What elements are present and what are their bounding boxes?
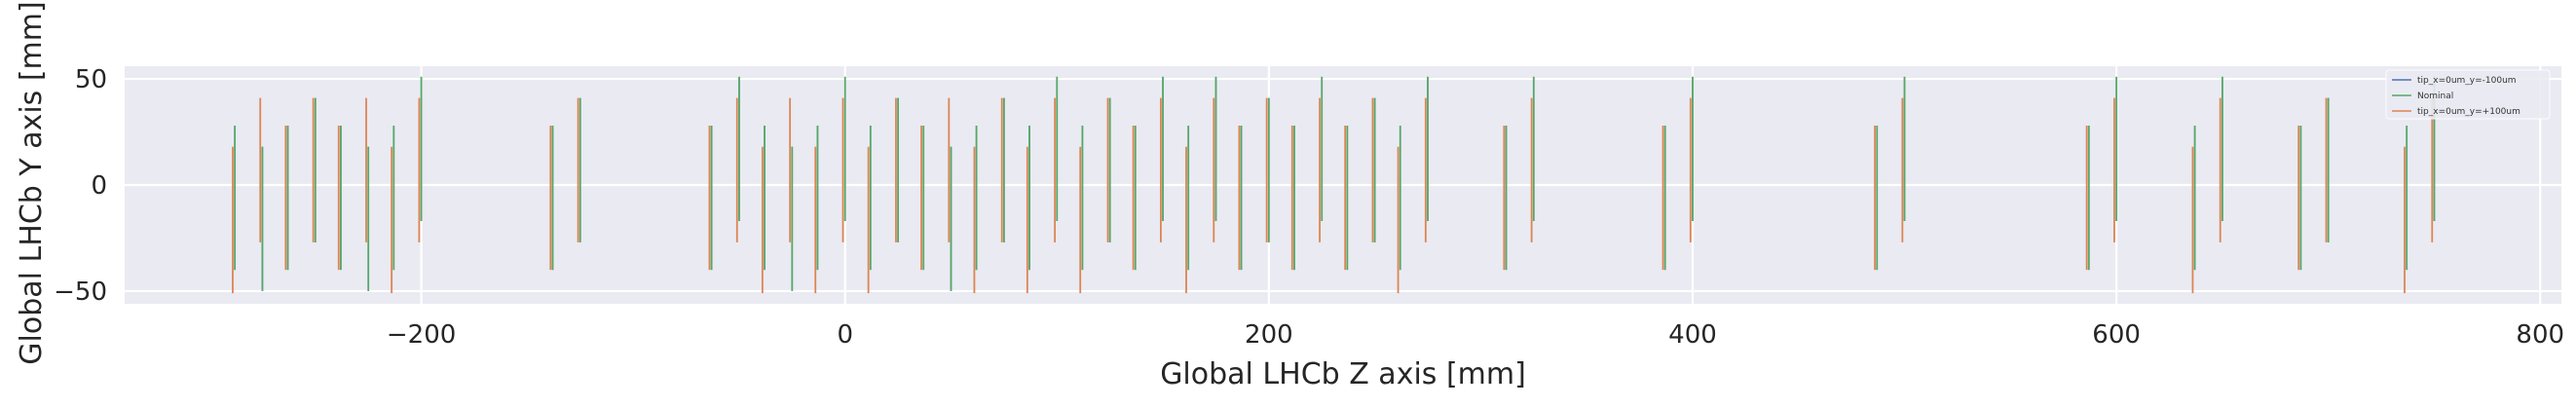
legend-box (2385, 69, 2551, 120)
legend-entry: tip_x=0um_y=+100um (2417, 107, 2520, 117)
legend-entry: Nominal (2417, 92, 2453, 101)
x-axis-label: Global LHCb Z axis [mm] (1160, 357, 1526, 391)
legend: tip_x=0um_y=-100um Nominal tip_x=0um_y=+10… (2385, 69, 2551, 120)
x-tick-label: 400 (1668, 320, 1717, 350)
y-axis-label: Global LHCb Y axis [mm] (15, 1, 49, 364)
x-tick-label: −200 (387, 320, 456, 350)
chart-marks (232, 76, 2436, 294)
y-tick-label: −50 (54, 278, 107, 307)
y-tick-label: 50 (75, 65, 107, 94)
series-1 (234, 76, 2436, 291)
y-tick-label: 0 (91, 171, 107, 201)
x-tick-label: 0 (837, 320, 853, 350)
series-2 (232, 97, 2434, 294)
x-tick-label: 800 (2516, 320, 2564, 350)
x-tick-label: 200 (1245, 320, 1293, 350)
x-axis-ticks: −200 0 200 400 600 800 (387, 320, 2564, 350)
legend-entry: tip_x=0um_y=-100um (2417, 76, 2517, 86)
y-axis-ticks: −50 0 50 (54, 65, 107, 307)
x-tick-label: 600 (2092, 320, 2141, 350)
